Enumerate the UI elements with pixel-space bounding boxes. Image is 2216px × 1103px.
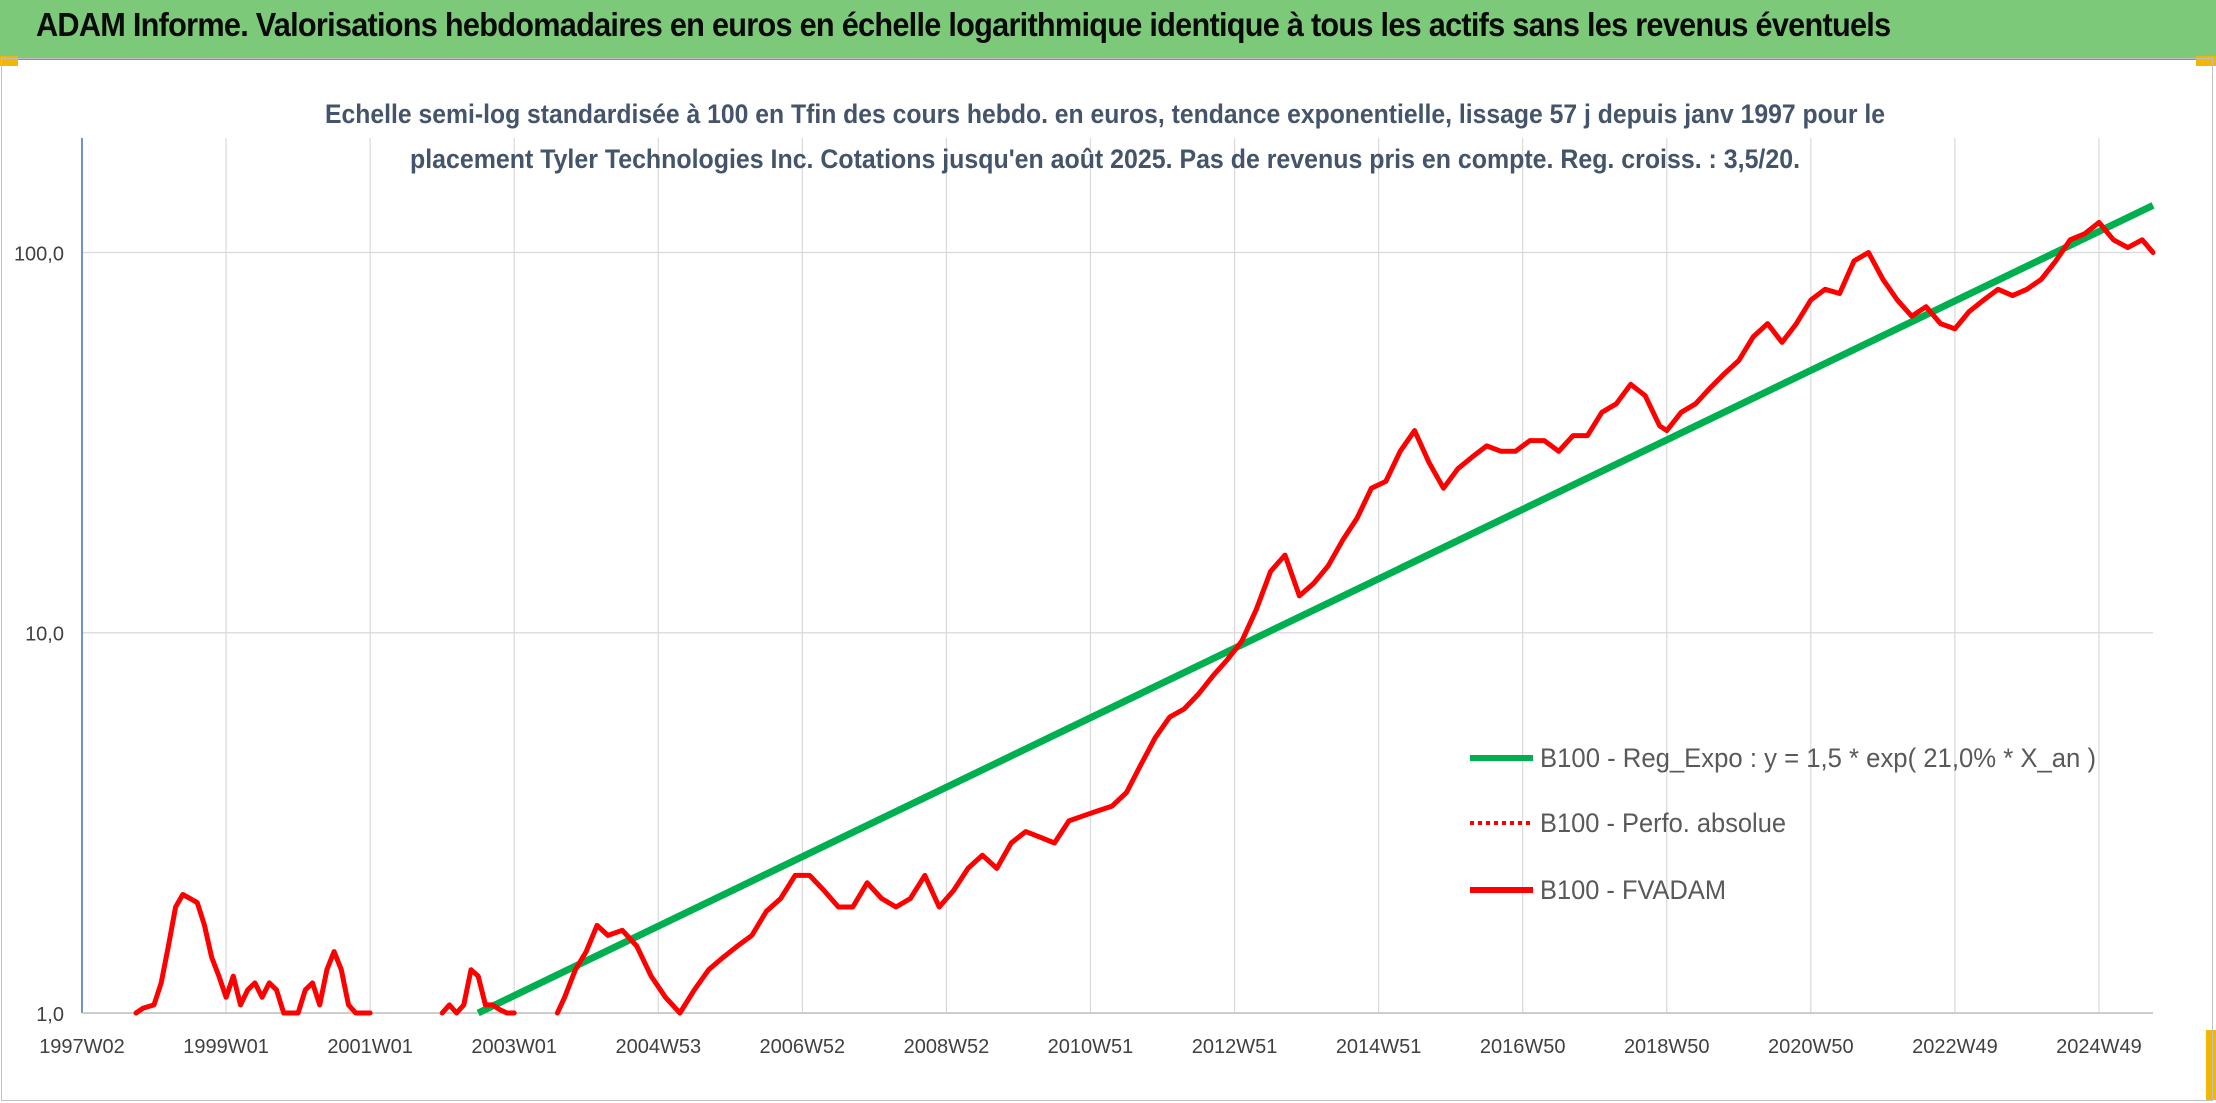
report-title: ADAM Informe. Valorisations hebdomadaire… [36, 6, 1891, 43]
regression-line [476, 202, 2155, 1017]
x-tick-label: 2006W52 [760, 1036, 846, 1058]
chart-subtitle-line1: Echelle semi-log standardisée à 100 en T… [325, 99, 1885, 129]
x-tick-label: 2003W01 [471, 1036, 557, 1058]
legend-label-perfo: B100 - Perfo. absolue [1540, 808, 1786, 838]
y-tick-label: 10,0 [25, 624, 64, 646]
x-tick-label: 2020W50 [1768, 1036, 1854, 1058]
corner-marker-right [2196, 56, 2216, 66]
fvadam-series-line [133, 892, 373, 1016]
x-tick-label: 2004W53 [615, 1036, 701, 1058]
plot-area [133, 202, 2156, 1017]
chart-subtitle-line2: placement Tyler Technologies Inc. Cotati… [410, 144, 1800, 174]
corner-marker-left [0, 56, 18, 66]
x-tick-label: 2022W49 [1912, 1036, 1998, 1058]
fvadam-series-line [554, 219, 2156, 1016]
chart-legend: B100 - Reg_Expo : y = 1,5 * exp( 21,0% *… [1470, 743, 2096, 905]
chart-frame [1, 58, 2213, 1101]
x-tick-label: 1999W01 [183, 1036, 269, 1058]
y-tick-label: 1,0 [36, 1004, 64, 1026]
legend-label-regression: B100 - Reg_Expo : y = 1,5 * exp( 21,0% *… [1540, 743, 2096, 773]
legend-label-fvadam: B100 - FVADAM [1540, 875, 1726, 905]
report-header: ADAM Informe. Valorisations hebdomadaire… [0, 0, 2216, 60]
x-tick-labels: 1997W02 1999W01 2001W01 2003W01 2004W53 2006W… [39, 1036, 2142, 1058]
grid-lines [81, 138, 2153, 1014]
y-tick-labels: 1,0 10,0 100,0 [14, 243, 64, 1026]
x-tick-label: 2014W51 [1336, 1036, 1422, 1058]
x-tick-label: 2018W50 [1624, 1036, 1710, 1058]
corner-marker-right-bottom [2206, 1030, 2216, 1100]
x-tick-label: 2024W49 [2056, 1036, 2142, 1058]
x-tick-label: 2008W52 [904, 1036, 990, 1058]
y-tick-label: 100,0 [14, 243, 64, 265]
fvadam-series-line [439, 967, 517, 1016]
x-tick-label: 2010W51 [1048, 1036, 1134, 1058]
x-tick-label: 2016W50 [1480, 1036, 1566, 1058]
x-tick-label: 2012W51 [1192, 1036, 1278, 1058]
x-tick-label: 1997W02 [39, 1036, 125, 1058]
x-tick-label: 2001W01 [327, 1036, 413, 1058]
